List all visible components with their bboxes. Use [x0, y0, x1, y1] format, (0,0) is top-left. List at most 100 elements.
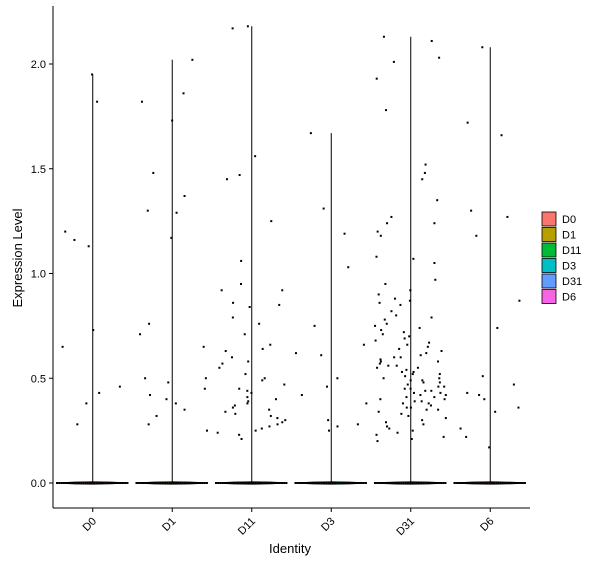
data-point — [378, 301, 381, 304]
data-point-zero — [490, 482, 493, 484]
data-point — [390, 215, 393, 218]
data-point — [436, 199, 439, 202]
data-point-zero — [325, 482, 328, 484]
data-point — [313, 324, 316, 327]
data-point-zero — [177, 482, 180, 484]
data-point-zero — [473, 482, 476, 484]
data-point — [225, 178, 228, 181]
data-point — [365, 402, 368, 405]
data-point-zero — [186, 482, 189, 484]
data-point-zero — [278, 482, 281, 484]
data-point — [383, 318, 386, 321]
data-point — [380, 329, 383, 332]
data-point-zero — [80, 482, 83, 484]
data-point-zero — [166, 482, 169, 484]
data-point — [96, 100, 99, 103]
data-point-zero — [336, 482, 339, 484]
data-point-zero — [455, 482, 458, 484]
data-point-zero — [73, 482, 76, 484]
data-point-zero — [382, 482, 385, 484]
data-point-zero — [99, 482, 102, 484]
data-point — [269, 343, 272, 346]
data-point — [375, 433, 378, 436]
data-point — [396, 431, 399, 434]
data-point — [174, 402, 177, 405]
data-point-zero — [75, 482, 78, 484]
data-point — [261, 379, 264, 382]
x-tick-label: D3 — [319, 515, 337, 533]
data-point — [233, 404, 236, 407]
data-point-zero — [144, 482, 147, 484]
data-point — [139, 333, 142, 336]
data-point-zero — [194, 482, 197, 484]
data-point — [406, 343, 409, 346]
data-point — [118, 385, 121, 388]
data-point-zero — [431, 482, 434, 484]
data-point — [269, 414, 272, 417]
data-point-zero — [380, 482, 383, 484]
data-point-zero — [243, 482, 246, 484]
data-point — [165, 398, 168, 401]
data-point — [406, 383, 409, 386]
data-point-zero — [373, 482, 376, 484]
data-point — [328, 429, 331, 432]
data-point — [98, 391, 101, 394]
data-point — [428, 341, 431, 344]
data-point-zero — [437, 482, 440, 484]
data-point — [496, 326, 499, 329]
data-point — [390, 310, 393, 313]
data-point — [442, 435, 445, 438]
data-point-zero — [146, 482, 149, 484]
data-point-zero — [285, 482, 288, 484]
data-point — [232, 301, 235, 304]
data-point — [85, 402, 88, 405]
data-point-zero — [521, 482, 524, 484]
legend-swatch — [541, 258, 557, 273]
data-point — [419, 354, 422, 357]
data-point — [421, 419, 424, 422]
data-point — [61, 345, 64, 348]
data-point-zero — [119, 482, 122, 484]
data-point — [393, 297, 396, 300]
data-point — [263, 377, 266, 380]
data-point-zero — [404, 482, 407, 484]
data-point — [379, 358, 382, 361]
data-point — [375, 77, 378, 80]
data-point-zero — [347, 482, 350, 484]
data-point-zero — [305, 482, 308, 484]
data-point — [144, 377, 147, 380]
data-point — [221, 362, 224, 365]
data-point — [146, 209, 149, 212]
legend-swatch — [541, 227, 557, 242]
data-point-zero — [175, 482, 178, 484]
data-point — [309, 132, 312, 135]
data-point — [400, 370, 403, 373]
data-point-zero — [435, 482, 438, 484]
data-point — [218, 366, 221, 369]
data-point — [167, 381, 170, 384]
data-point — [466, 121, 469, 124]
data-point — [148, 322, 151, 325]
data-point-zero — [301, 482, 304, 484]
data-point — [381, 333, 384, 336]
data-point — [260, 427, 263, 430]
x-tick-label: D11 — [236, 515, 258, 537]
data-point — [512, 383, 515, 386]
data-point — [238, 174, 241, 177]
data-point — [362, 343, 365, 346]
data-point-zero — [389, 482, 392, 484]
data-point — [234, 412, 237, 415]
data-point-zero — [113, 482, 116, 484]
data-point — [411, 429, 414, 432]
data-point — [376, 230, 379, 233]
data-point — [386, 425, 389, 428]
data-point-zero — [393, 482, 396, 484]
data-point — [410, 438, 413, 441]
data-point — [382, 35, 385, 38]
data-point-zero — [512, 482, 515, 484]
data-point-zero — [58, 482, 61, 484]
data-point — [444, 394, 447, 397]
data-point-zero — [320, 482, 323, 484]
data-point-zero — [298, 482, 301, 484]
